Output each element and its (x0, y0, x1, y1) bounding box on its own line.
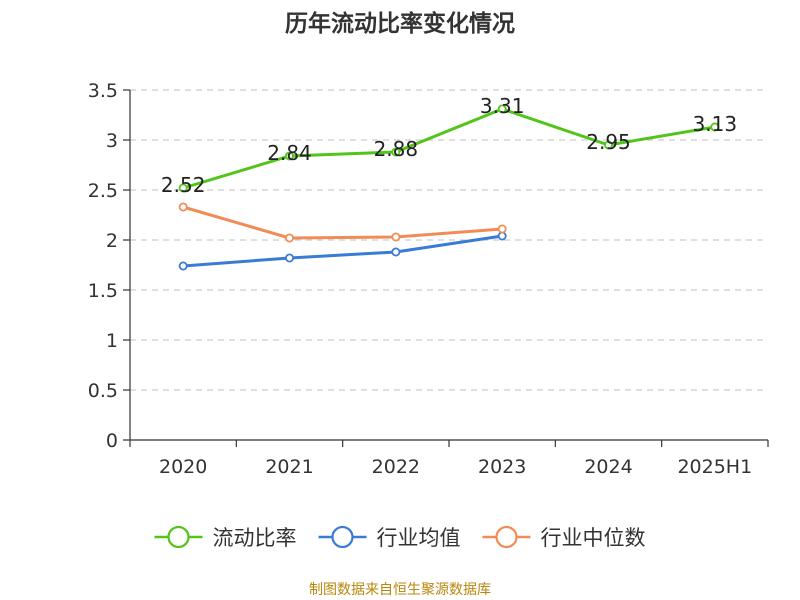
x-tick-label: 2023 (478, 456, 526, 478)
data-point (497, 104, 507, 114)
y-tick-label: 2.5 (88, 180, 118, 202)
legend-marker (331, 525, 354, 549)
legend: 流动比率 行业均值 行业中位数 (154, 525, 646, 550)
data-labels: 2.52 2.84 2.88 3.31 2.95 3.13 (161, 94, 737, 197)
legend-label: 流动比率 (213, 526, 297, 550)
data-point (284, 151, 294, 161)
data-point (178, 202, 188, 212)
x-tick-label: 2021 (265, 456, 313, 478)
data-label: 2.95 (586, 130, 631, 154)
x-tick-label: 2024 (584, 456, 632, 478)
data-point (391, 147, 401, 157)
series-lines (178, 104, 720, 271)
data-point (178, 261, 188, 271)
series-line-1 (183, 234, 503, 268)
source-footer: 制图数据来自恒生聚源数据库 (309, 582, 491, 598)
legend-label: 行业中位数 (541, 526, 646, 550)
series-line-0 (182, 107, 716, 190)
x-tick-label: 2022 (372, 456, 420, 478)
y-axis-tick-labels: 0 0.5 1 1.5 2 2.5 3 3.5 (88, 80, 118, 452)
data-point (497, 224, 507, 234)
data-point (391, 232, 401, 242)
data-label: 2.88 (374, 137, 419, 161)
data-point (284, 253, 294, 263)
data-point (604, 140, 614, 150)
y-tick-label: 2 (106, 230, 118, 252)
legend-marker (495, 525, 518, 549)
y-tick-label: 0 (106, 430, 118, 452)
y-tick-label: 1.5 (88, 280, 118, 302)
data-label: 3.13 (693, 112, 738, 136)
data-label: 3.31 (480, 94, 525, 118)
series-line-2 (182, 205, 503, 240)
y-tick-label: 0.5 (88, 380, 118, 402)
x-axis-tick-labels: 2020 2021 2022 2023 2024 2025H1 (159, 456, 752, 478)
legend-label: 行业均值 (377, 526, 461, 550)
grid-lines (130, 89, 768, 391)
data-point (284, 233, 294, 243)
data-label: 2.84 (267, 141, 312, 165)
chart-title: 历年流动比率变化情况 (285, 11, 515, 37)
data-point (391, 247, 401, 257)
y-tick-label: 3.5 (88, 80, 118, 102)
axes (123, 89, 769, 447)
x-tick-label: 2025H1 (677, 456, 752, 478)
data-label: 2.52 (161, 173, 206, 197)
y-tick-label: 1 (106, 330, 118, 352)
y-tick-label: 3 (106, 130, 118, 152)
data-point (710, 122, 720, 132)
x-tick-label: 2020 (159, 456, 207, 478)
data-point (178, 183, 188, 193)
legend-marker (167, 525, 190, 549)
